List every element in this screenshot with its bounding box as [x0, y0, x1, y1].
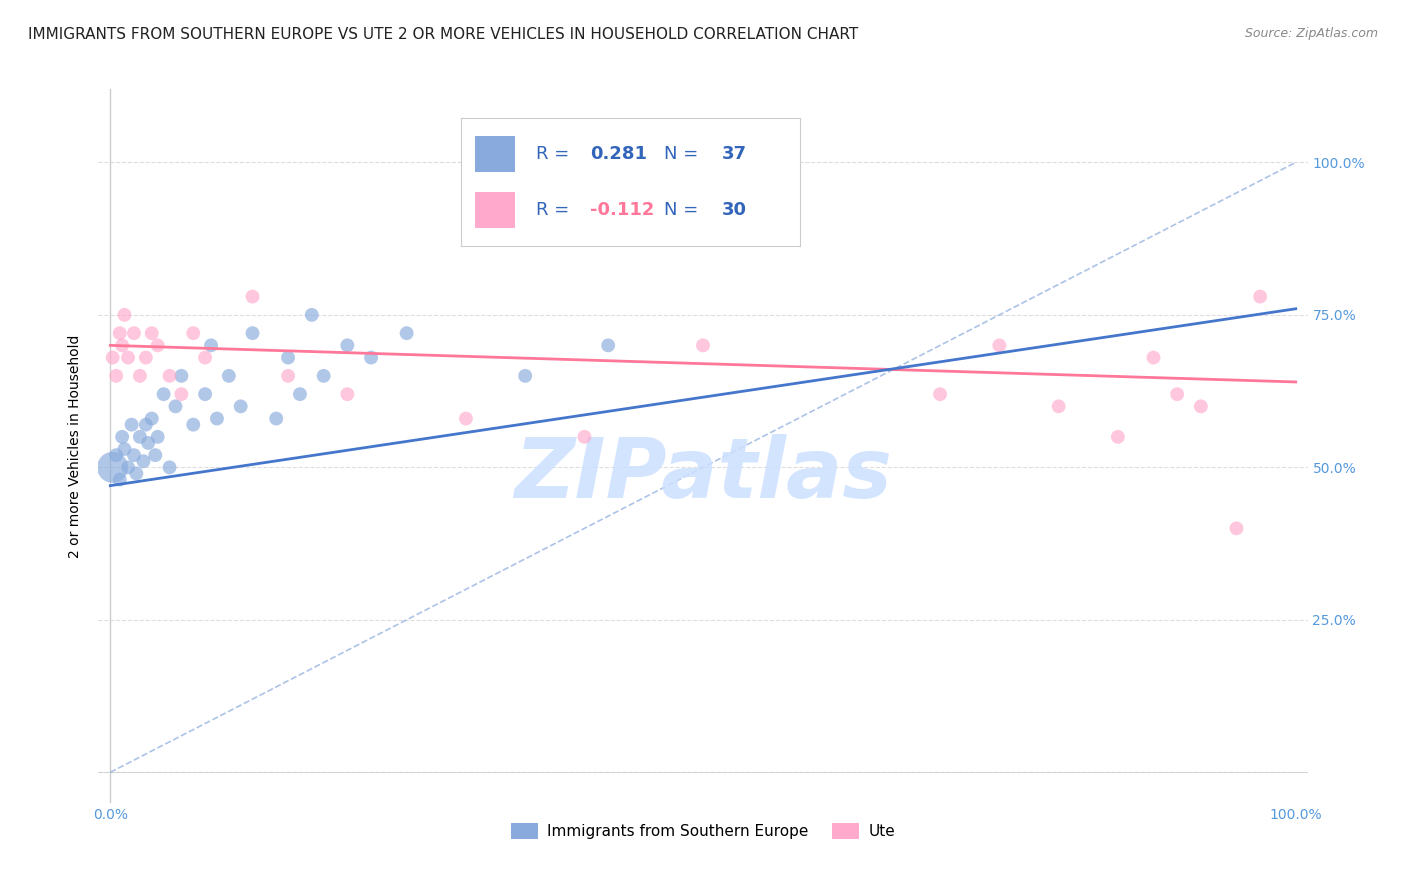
Point	[129, 430, 152, 444]
Point	[111, 430, 134, 444]
Point	[114, 442, 136, 456]
Point	[288, 387, 311, 401]
Point	[200, 338, 222, 352]
Y-axis label: 2 or more Vehicles in Household: 2 or more Vehicles in Household	[69, 334, 83, 558]
Point	[194, 387, 217, 401]
Point	[122, 326, 145, 341]
Legend: Immigrants from Southern Europe, Ute: Immigrants from Southern Europe, Ute	[505, 817, 901, 845]
Point	[105, 368, 128, 383]
Point	[1189, 400, 1212, 414]
Point	[181, 326, 204, 341]
Point	[170, 368, 193, 383]
Point	[159, 368, 181, 383]
Point	[136, 436, 159, 450]
Point	[121, 417, 143, 432]
Point	[143, 448, 166, 462]
Point	[264, 411, 287, 425]
Point	[929, 387, 952, 401]
Point	[159, 460, 181, 475]
Point	[135, 351, 157, 365]
Point	[205, 411, 228, 425]
Point	[336, 338, 359, 352]
Point	[1142, 351, 1164, 365]
Point	[277, 368, 299, 383]
Point	[129, 368, 152, 383]
Point	[122, 448, 145, 462]
Point	[146, 338, 169, 352]
Point	[181, 417, 204, 432]
Text: IMMIGRANTS FROM SOUTHERN EUROPE VS UTE 2 OR MORE VEHICLES IN HOUSEHOLD CORRELATI: IMMIGRANTS FROM SOUTHERN EUROPE VS UTE 2…	[28, 27, 859, 42]
Point	[1107, 430, 1129, 444]
Point	[101, 351, 124, 365]
Point	[105, 448, 128, 462]
Text: ZIPatlas: ZIPatlas	[515, 434, 891, 515]
Point	[515, 368, 537, 383]
Point	[125, 467, 148, 481]
Point	[132, 454, 155, 468]
Text: Source: ZipAtlas.com: Source: ZipAtlas.com	[1244, 27, 1378, 40]
Point	[165, 400, 187, 414]
Point	[1166, 387, 1188, 401]
Point	[108, 326, 131, 341]
Point	[194, 351, 217, 365]
Point	[454, 411, 477, 425]
Point	[152, 387, 174, 401]
Point	[242, 326, 264, 341]
Point	[692, 338, 714, 352]
Point	[277, 351, 299, 365]
Point	[1225, 521, 1247, 535]
Point	[218, 368, 240, 383]
Point	[242, 289, 264, 303]
Point	[135, 417, 157, 432]
Point	[146, 430, 169, 444]
Point	[336, 387, 359, 401]
Point	[170, 387, 193, 401]
Point	[988, 338, 1011, 352]
Point	[141, 411, 163, 425]
Point	[101, 460, 124, 475]
Point	[1047, 400, 1070, 414]
Point	[395, 326, 418, 341]
Point	[301, 308, 323, 322]
Point	[117, 460, 139, 475]
Point	[1249, 289, 1271, 303]
Point	[117, 351, 139, 365]
Point	[111, 338, 134, 352]
Point	[574, 430, 596, 444]
Point	[312, 368, 335, 383]
Point	[108, 473, 131, 487]
Point	[141, 326, 163, 341]
Point	[229, 400, 252, 414]
Point	[360, 351, 382, 365]
Point	[598, 338, 620, 352]
Point	[114, 308, 136, 322]
